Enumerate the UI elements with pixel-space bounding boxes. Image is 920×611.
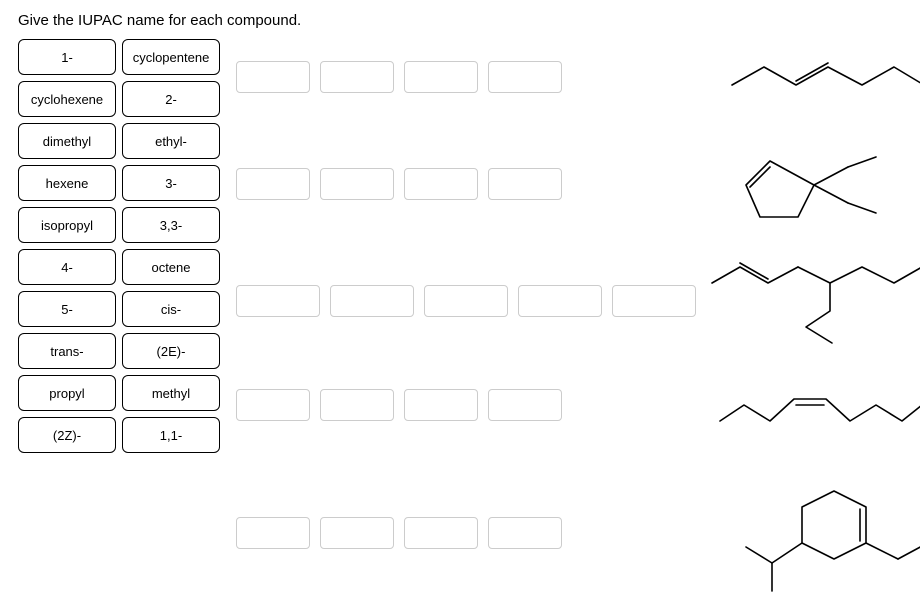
bank-tile[interactable]: methyl <box>122 375 220 411</box>
structure-octene-branched <box>706 253 920 349</box>
answer-slot[interactable] <box>320 517 394 549</box>
bank-tile[interactable]: cis- <box>122 291 220 327</box>
bank-tile[interactable]: hexene <box>18 165 116 201</box>
answer-slot[interactable] <box>236 389 310 421</box>
slot-group <box>236 61 562 93</box>
structure-cyclohexene-sub <box>716 473 920 593</box>
answer-slot[interactable] <box>488 168 562 200</box>
answer-row <box>236 359 920 457</box>
answer-slot[interactable] <box>320 61 394 93</box>
answer-slot[interactable] <box>330 285 414 317</box>
bank-tile[interactable]: trans- <box>18 333 116 369</box>
bank-tile[interactable]: 3,3- <box>122 207 220 243</box>
answer-slot[interactable] <box>236 168 310 200</box>
bank-tile[interactable]: 1,1- <box>122 417 220 453</box>
answer-row <box>236 39 920 121</box>
bank-tile[interactable]: ethyl- <box>122 123 220 159</box>
answer-slot[interactable] <box>404 389 478 421</box>
bank-tile[interactable]: 5- <box>18 291 116 327</box>
answer-slot[interactable] <box>404 517 478 549</box>
answer-slot[interactable] <box>236 285 320 317</box>
answer-row <box>236 121 920 249</box>
bank-tile[interactable]: cyclopentene <box>122 39 220 75</box>
answer-row <box>236 457 920 593</box>
bank-tile[interactable]: isopropyl <box>18 207 116 243</box>
answer-row <box>236 249 920 359</box>
answer-slot[interactable] <box>488 389 562 421</box>
answer-slot[interactable] <box>488 61 562 93</box>
answer-slot[interactable] <box>320 389 394 421</box>
question-prompt: Give the IUPAC name for each compound. <box>18 12 902 29</box>
answer-slot[interactable] <box>612 285 696 317</box>
slot-group <box>236 285 696 317</box>
bank-tile[interactable]: cyclohexene <box>18 81 116 117</box>
bank-tile[interactable]: octene <box>122 249 220 285</box>
bank-tile[interactable]: (2Z)- <box>18 417 116 453</box>
structure-trans-hexene <box>726 53 920 101</box>
answer-slot[interactable] <box>404 168 478 200</box>
answer-area <box>228 39 920 593</box>
bank-tile[interactable]: 2- <box>122 81 220 117</box>
bank-tile[interactable]: propyl <box>18 375 116 411</box>
slot-group <box>236 389 562 421</box>
bank-tile[interactable]: 3- <box>122 165 220 201</box>
answer-slot[interactable] <box>236 517 310 549</box>
answer-slot[interactable] <box>518 285 602 317</box>
bank-tile[interactable]: 1- <box>18 39 116 75</box>
answer-slot[interactable] <box>236 61 310 93</box>
tile-bank: 1-cyclopentenecyclohexene2-dimethylethyl… <box>18 39 220 453</box>
structure-cyclopentene-gem <box>726 139 920 229</box>
answer-slot[interactable] <box>404 61 478 93</box>
slot-group <box>236 517 562 549</box>
structure-cis-octene <box>716 381 920 429</box>
answer-slot[interactable] <box>424 285 508 317</box>
answer-slot[interactable] <box>320 168 394 200</box>
slot-group <box>236 168 562 200</box>
bank-tile[interactable]: dimethyl <box>18 123 116 159</box>
bank-tile[interactable]: (2E)- <box>122 333 220 369</box>
workspace: 1-cyclopentenecyclohexene2-dimethylethyl… <box>18 39 902 593</box>
bank-tile[interactable]: 4- <box>18 249 116 285</box>
answer-slot[interactable] <box>488 517 562 549</box>
